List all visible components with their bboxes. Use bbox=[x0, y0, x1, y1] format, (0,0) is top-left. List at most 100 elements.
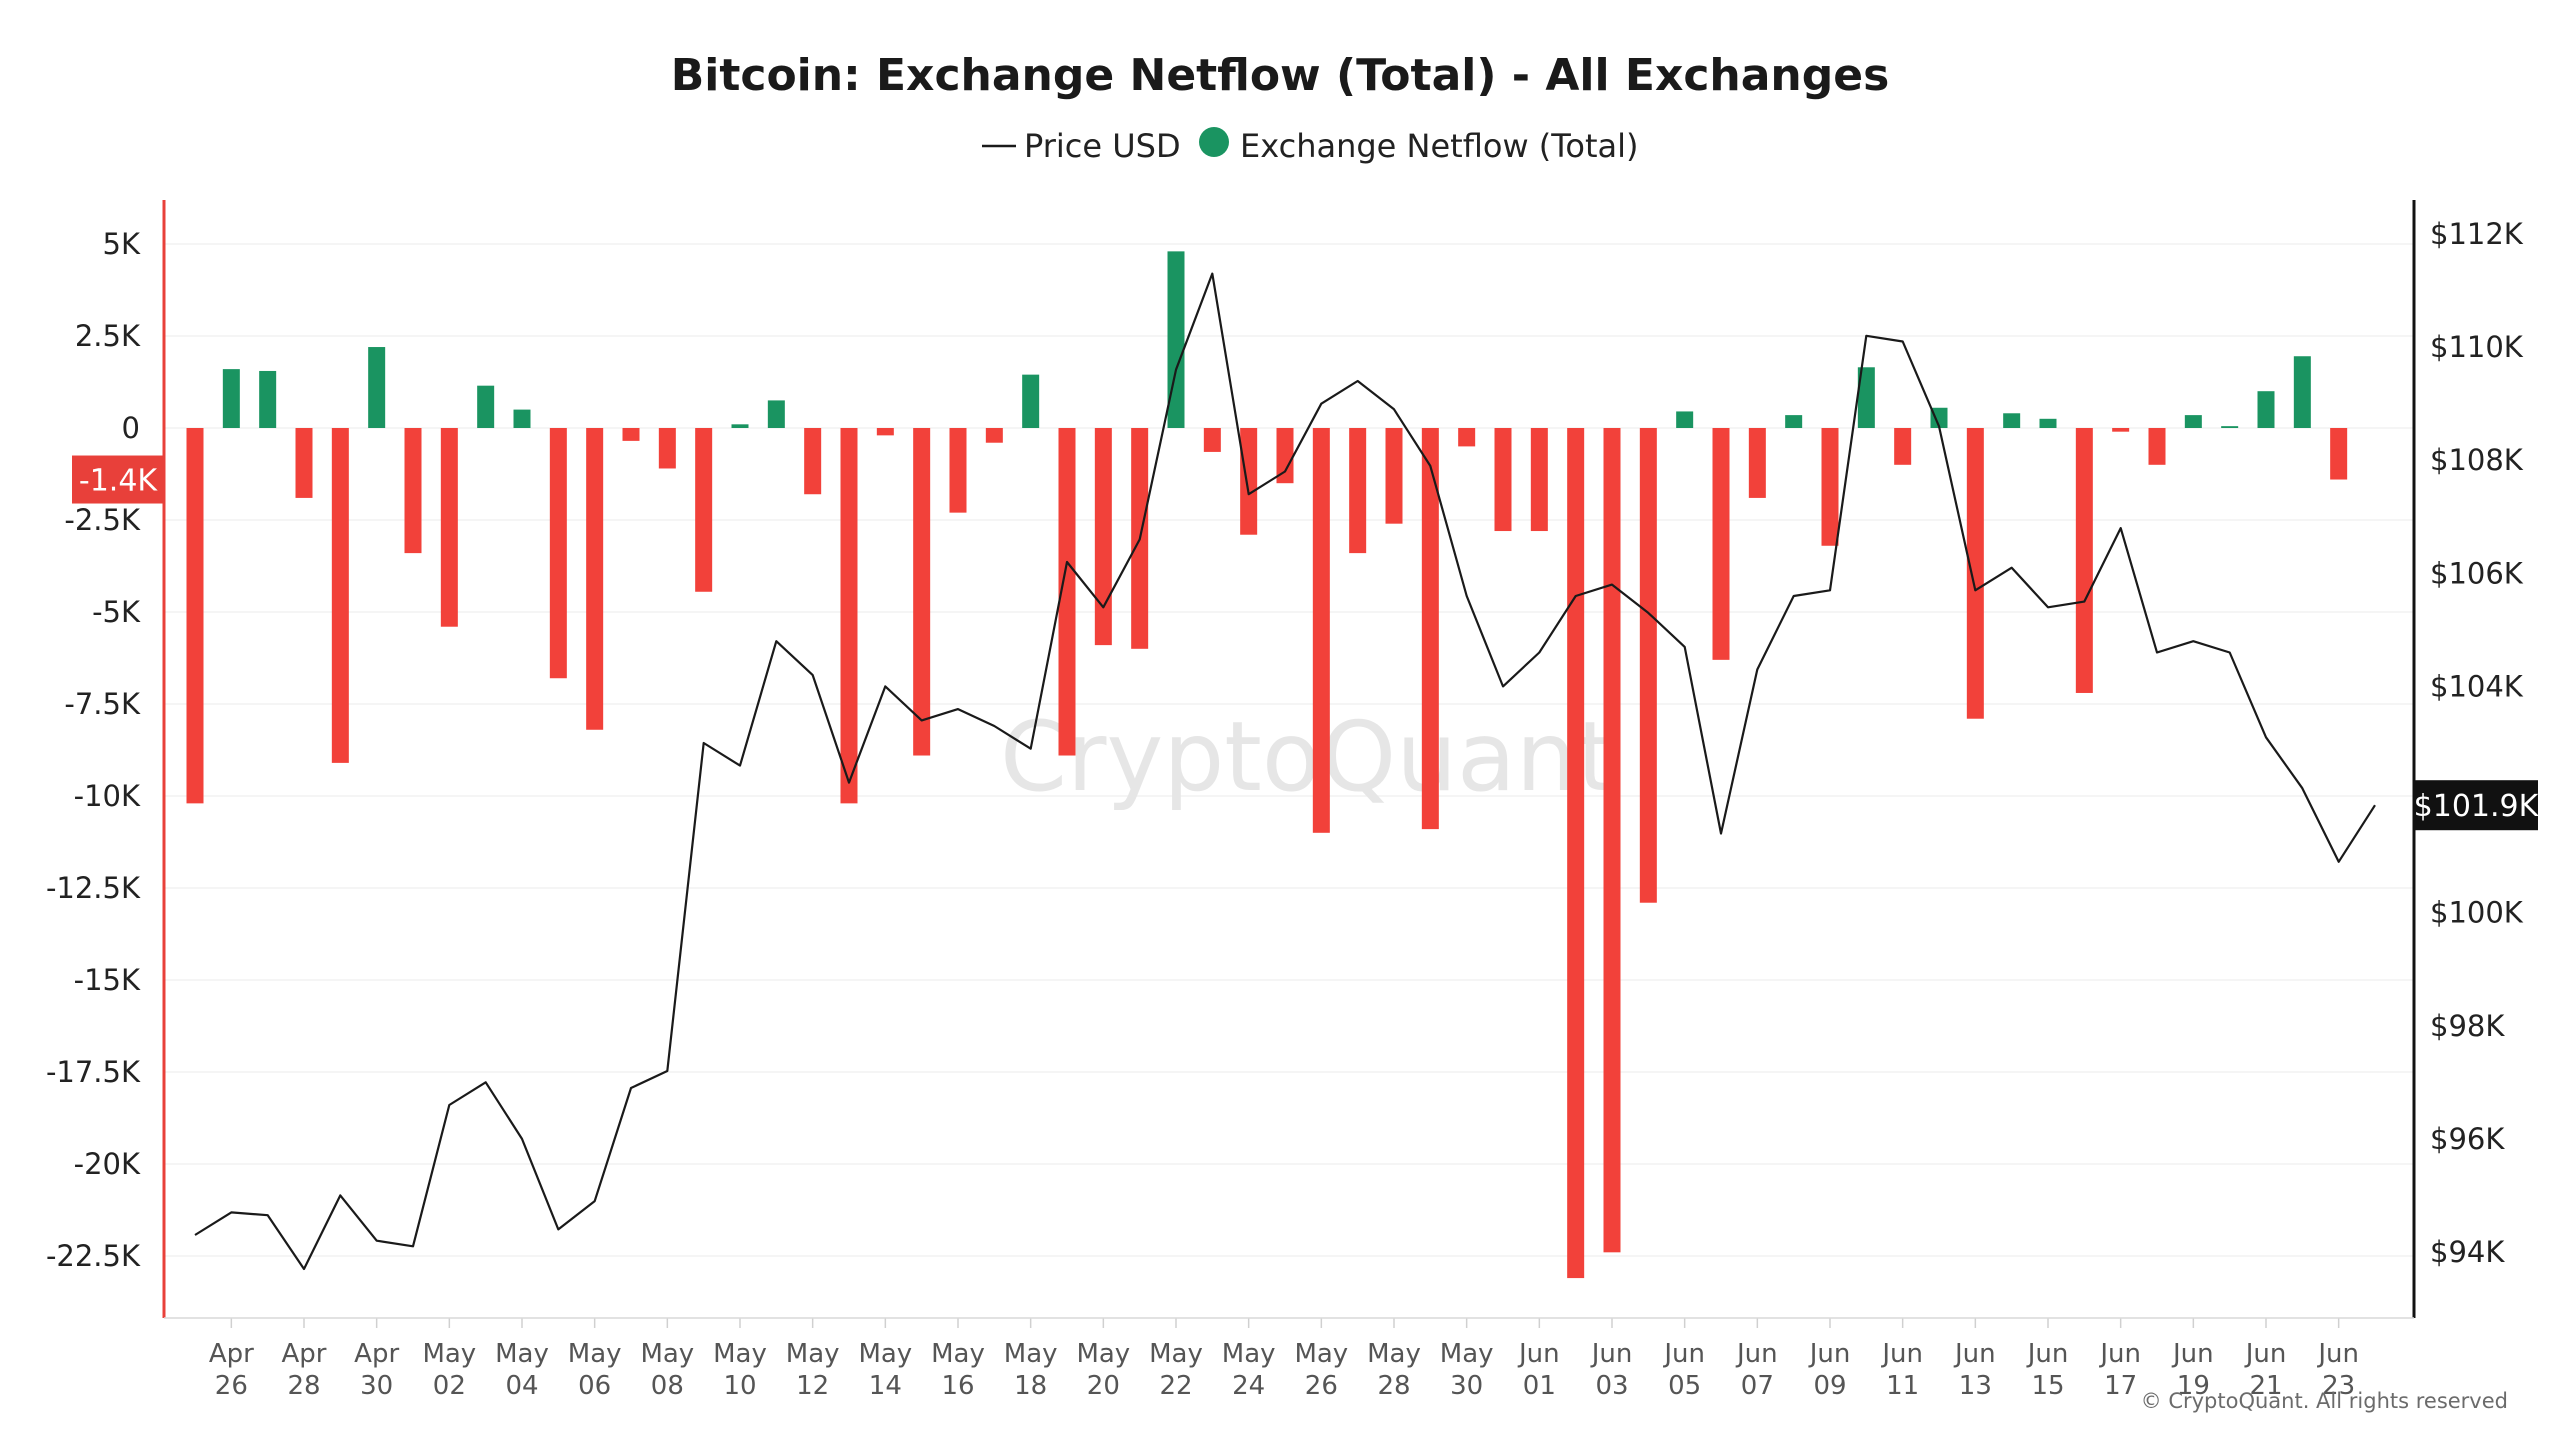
x-tick-month: Jun bbox=[1880, 1339, 1923, 1369]
x-tick-month: May bbox=[422, 1339, 476, 1369]
netflow-bar bbox=[658, 428, 676, 469]
x-tick-day: 26 bbox=[1305, 1371, 1338, 1401]
legend: Price USD Exchange Netflow (Total) bbox=[982, 127, 1638, 165]
netflow-bar bbox=[1058, 428, 1076, 756]
left-tick-label: 0 bbox=[122, 411, 140, 445]
x-tick-month: Jun bbox=[1590, 1339, 1633, 1369]
x-tick-month: Jun bbox=[1517, 1339, 1560, 1369]
x-tick-day: 17 bbox=[2104, 1371, 2137, 1401]
x-tick-day: 07 bbox=[1741, 1371, 1774, 1401]
netflow-bar bbox=[295, 428, 313, 498]
left-tick-label: 5K bbox=[103, 227, 141, 261]
x-tick-day: 10 bbox=[723, 1371, 756, 1401]
x-tick-day: 12 bbox=[796, 1371, 829, 1401]
netflow-bar bbox=[767, 400, 785, 428]
x-tick-day: 20 bbox=[1087, 1371, 1120, 1401]
netflow-bar bbox=[1167, 251, 1185, 428]
left-axis-current-badge: -1.4K bbox=[72, 455, 164, 504]
right-axis-current-badge: $101.9K bbox=[2414, 780, 2540, 831]
netflow-bar bbox=[1385, 428, 1403, 524]
netflow-bar bbox=[1603, 428, 1621, 1253]
x-tick-day: 15 bbox=[2031, 1371, 2064, 1401]
x-tick-day: 08 bbox=[651, 1371, 684, 1401]
netflow-bar bbox=[2003, 413, 2021, 428]
netflow-bar bbox=[2075, 428, 2093, 693]
netflow-bar bbox=[622, 428, 640, 441]
left-tick-label: -15K bbox=[74, 963, 141, 997]
netflow-bar bbox=[1639, 428, 1657, 903]
x-tick-day: 06 bbox=[578, 1371, 611, 1401]
x-tick-month: Apr bbox=[354, 1339, 399, 1369]
netflow-bar bbox=[477, 385, 495, 428]
left-tick-label: -2.5K bbox=[64, 503, 141, 537]
netflow-bar bbox=[1240, 428, 1258, 535]
x-tick-day: 28 bbox=[1377, 1371, 1410, 1401]
right-tick-label: $106K bbox=[2430, 556, 2524, 590]
netflow-bar bbox=[731, 424, 749, 428]
netflow-bar bbox=[186, 428, 204, 804]
left-tick-label: -10K bbox=[74, 779, 141, 813]
netflow-bar bbox=[549, 428, 567, 679]
x-tick-month: May bbox=[931, 1339, 985, 1369]
netflow-bar bbox=[949, 428, 967, 513]
netflow-bar bbox=[1712, 428, 1730, 660]
netflow-bar bbox=[2257, 391, 2275, 428]
x-tick-month: Apr bbox=[282, 1339, 327, 1369]
x-tick-day: 24 bbox=[1232, 1371, 1265, 1401]
netflow-bar bbox=[586, 428, 604, 730]
netflow-bar bbox=[1312, 428, 1330, 833]
x-tick-month: Jun bbox=[2171, 1339, 2214, 1369]
netflow-bar bbox=[1894, 428, 1912, 465]
netflow-bar bbox=[1458, 428, 1476, 447]
legend-netflow-label: Exchange Netflow (Total) bbox=[1240, 127, 1638, 165]
netflow-bar bbox=[985, 428, 1003, 443]
netflow-bar bbox=[1494, 428, 1512, 532]
netflow-bar bbox=[1349, 428, 1367, 554]
x-tick-month: May bbox=[1222, 1339, 1276, 1369]
copyright-text: © CryptoQuant. All rights reserved bbox=[2141, 1389, 2508, 1413]
x-tick-month: May bbox=[1004, 1339, 1058, 1369]
legend-price-label: Price USD bbox=[1024, 127, 1181, 165]
x-tick-month: May bbox=[568, 1339, 622, 1369]
x-tick-month: Jun bbox=[1735, 1339, 1778, 1369]
price-line-layer bbox=[194, 272, 2376, 1271]
x-tick-month: May bbox=[1294, 1339, 1348, 1369]
chart-title: Bitcoin: Exchange Netflow (Total) - All … bbox=[671, 50, 1890, 101]
x-tick-day: 21 bbox=[2249, 1371, 2282, 1401]
netflow-bar bbox=[1676, 411, 1694, 428]
left-current-badge-bg bbox=[72, 455, 164, 504]
x-tick-day: 05 bbox=[1668, 1371, 1701, 1401]
netflow-bar bbox=[259, 370, 277, 428]
left-axis-ticks: 5K 2.5K 0 -2.5K -5K -7.5K -10K -12.5K -15K -17.5K… bbox=[46, 227, 141, 1273]
x-tick-day: 19 bbox=[2177, 1371, 2210, 1401]
right-tick-label: $108K bbox=[2430, 443, 2524, 477]
netflow-bar bbox=[1276, 428, 1294, 484]
x-tick-day: 03 bbox=[1595, 1371, 1628, 1401]
left-tick-label: -22.5K bbox=[46, 1239, 141, 1273]
x-tick-day: 11 bbox=[1886, 1371, 1919, 1401]
x-tick-day: 18 bbox=[1014, 1371, 1047, 1401]
netflow-bar bbox=[1094, 428, 1112, 646]
right-tick-label: $110K bbox=[2430, 330, 2524, 364]
right-tick-label: $96K bbox=[2430, 1122, 2505, 1156]
x-tick-day: 04 bbox=[505, 1371, 538, 1401]
x-tick-month: May bbox=[1076, 1339, 1130, 1369]
right-axis-ticks: $112K $110K $108K $106K $104K $100K $98K $96K $9… bbox=[2430, 217, 2524, 1269]
left-tick-label: -20K bbox=[74, 1147, 141, 1181]
x-tick-month: May bbox=[495, 1339, 549, 1369]
netflow-bars bbox=[186, 251, 2348, 1279]
x-tick-month: Jun bbox=[2244, 1339, 2287, 1369]
x-tick-day: 30 bbox=[360, 1371, 393, 1401]
x-tick-day: 01 bbox=[1523, 1371, 1556, 1401]
netflow-bar bbox=[840, 428, 858, 804]
netflow-bar bbox=[404, 428, 422, 554]
netflow-bar bbox=[1785, 415, 1803, 428]
x-tick-month: May bbox=[713, 1339, 767, 1369]
netflow-bar bbox=[2148, 428, 2166, 465]
netflow-bar bbox=[1203, 428, 1221, 452]
x-tick-day: 14 bbox=[869, 1371, 902, 1401]
watermark: CryptoQuant bbox=[1000, 701, 1614, 813]
netflow-bar bbox=[513, 409, 531, 428]
x-tick-month: May bbox=[640, 1339, 694, 1369]
